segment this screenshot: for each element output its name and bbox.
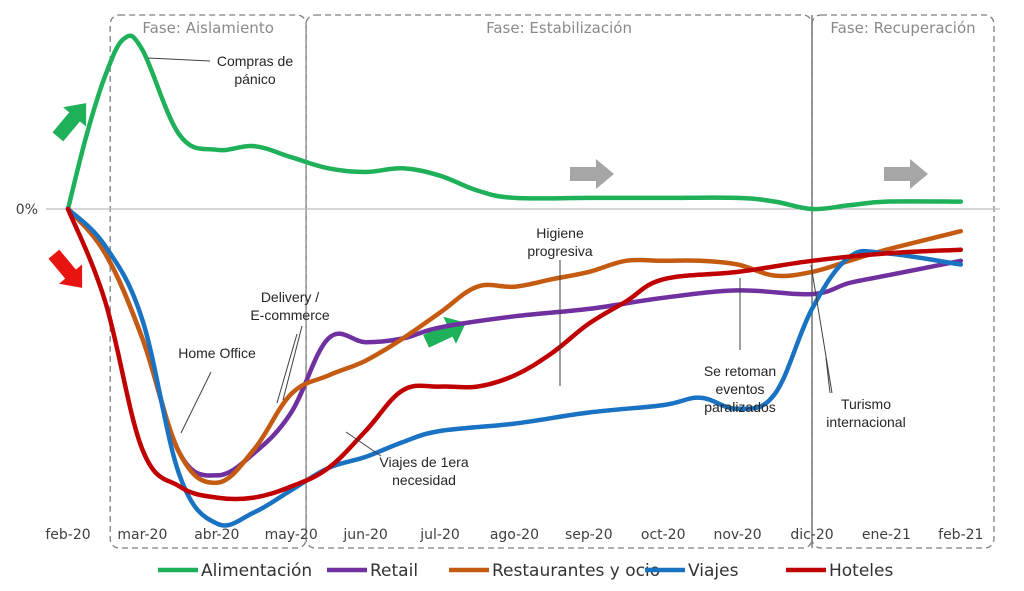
annotation-turismo-internacional: Turismo internacional [810, 264, 906, 430]
annotation-text-delivery: Delivery / [261, 289, 319, 305]
x-tick-label-feb-20: feb-20 [45, 527, 90, 543]
series-line-alimentacion [65, 33, 964, 212]
legend-item-viajes: Viajes [645, 561, 739, 581]
x-tick-label-feb-21: feb-21 [938, 527, 983, 543]
axes: 0% feb-20 mar-20 abr-20 may-20 jun-20 jul-20 ag… [16, 202, 1000, 543]
annotation-home-office: Home Office [178, 345, 256, 434]
legend-item-hoteles: Hoteles [786, 561, 893, 581]
x-tick-label-ago-20: ago-20 [490, 527, 539, 543]
series-line-viajes [65, 206, 964, 528]
annotation-text-higiene: Higiene [536, 225, 584, 241]
annotation-compras-de-panico: Compras de pánico [147, 53, 293, 87]
y-tick-label-0: 0% [16, 202, 38, 218]
annotation-text-se-retoman: Se retoman [704, 363, 776, 379]
legend: Alimentación Retail Restaurantes y ocio Via… [158, 561, 893, 581]
phase-title-fase-aislamiento: Fase: Aislamiento [142, 19, 273, 37]
x-tick-label-oct-20: oct-20 [641, 527, 686, 543]
trend-arrow-up-0 [52, 103, 87, 142]
trend-arrows [48, 103, 928, 348]
x-tick-label-abr-20: abr-20 [194, 527, 239, 543]
x-tick-label-dic-20: dic-20 [790, 527, 833, 543]
trend-arrow-down-1 [48, 249, 83, 288]
series-line-retail [65, 206, 964, 478]
annotation-text-panico: pánico [234, 71, 275, 87]
series-line-restaurantes-y-ocio [65, 206, 964, 486]
annotation-text-eventos: eventos [715, 381, 764, 397]
legend-label-retail: Retail [370, 561, 418, 581]
series-line-hoteles [65, 206, 964, 502]
x-tick-label-nov-20: nov-20 [713, 527, 761, 543]
legend-item-retail: Retail [327, 561, 418, 581]
legend-label-alimentacion: Alimentación [201, 561, 312, 581]
x-tick-label-jul-20: jul-20 [419, 527, 460, 543]
annotation-leader [825, 357, 831, 394]
annotation-leader [147, 57, 211, 62]
legend-label-hoteles: Hoteles [829, 561, 893, 581]
x-tick-label-mar-20: mar-20 [117, 527, 167, 543]
trend-arrow-right-3 [570, 159, 614, 189]
legend-label-restaurantes-y-ocio: Restaurantes y ocio [492, 561, 660, 581]
annotation-leader [345, 431, 382, 457]
annotation-text-paralizados: paralizados [704, 399, 776, 415]
phase-title-fase-recuperacion: Fase: Recuperación [830, 19, 975, 37]
trend-arrow-right-4 [884, 159, 928, 189]
annotation-text-viajes-de-1era: Viajes de 1era [379, 454, 468, 470]
annotation-text-internacional: internacional [826, 414, 905, 430]
annotation-text-turismo: Turismo [841, 396, 891, 412]
annotation-text-progresiva: progresiva [527, 243, 593, 259]
annotation-text-necesidad: necesidad [392, 472, 456, 488]
phase-box-fase-aislamiento [109, 14, 307, 549]
annotation-delivery-e-commerce: Delivery / E-commerce [250, 289, 330, 404]
x-tick-label-ene-21: ene-21 [862, 527, 911, 543]
annotation-se-retoman-eventos-paralizados: Se retoman eventos paralizados [704, 278, 776, 415]
annotation-text-home-office: Home Office [178, 345, 256, 361]
legend-item-alimentacion: Alimentación [158, 561, 312, 581]
phase-boxes: Fase: Aislamiento Fase: Estabilización Fas… [109, 14, 995, 549]
x-tick-label-may-20: may-20 [265, 527, 318, 543]
annotation-viajes-de-1era-necesidad: Viajes de 1era necesidad [345, 431, 469, 488]
legend-item-restaurantes-y-ocio: Restaurantes y ocio [449, 561, 660, 581]
legend-label-viajes: Viajes [688, 561, 739, 581]
annotation-text-e-commerce: E-commerce [250, 307, 330, 323]
annotation-leader [276, 333, 298, 404]
annotation-text-compras-de: Compras de [217, 53, 293, 69]
annotation-leader [180, 371, 212, 434]
annotation-higiene-progresiva: Higiene progresiva [527, 225, 593, 386]
annotations: Compras de pánico Delivery / E-commerce Home… [147, 53, 906, 488]
phase-box-fase-recuperacion [811, 14, 995, 549]
x-tick-label-sep-20: sep-20 [565, 527, 613, 543]
annotation-leader [282, 325, 303, 401]
phase-box-fase-estabilizacion [305, 14, 813, 549]
annotation-leader [810, 264, 833, 394]
x-tick-label-jun-20: jun-20 [342, 527, 388, 543]
phase-title-fase-estabilizacion: Fase: Estabilización [486, 19, 632, 37]
series-lines [65, 33, 964, 528]
